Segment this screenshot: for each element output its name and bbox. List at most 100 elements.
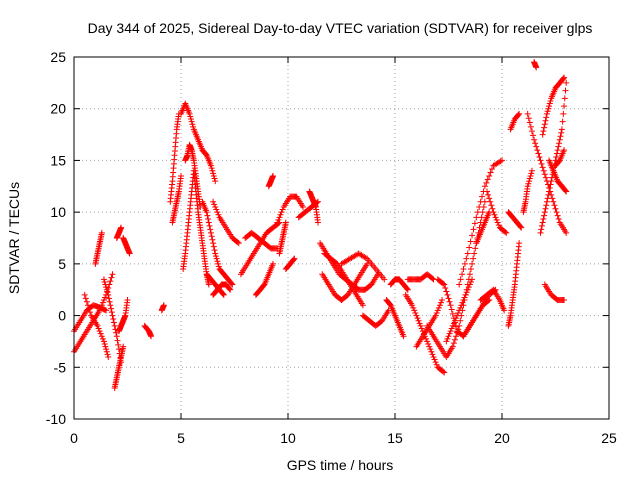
data-point-e6 (461, 294, 468, 301)
data-point-b3 (202, 151, 209, 158)
x-tick-labels: 0 5 10 15 20 25 (70, 430, 617, 446)
data-point-e1 (431, 356, 438, 363)
data-point-e1 (424, 338, 431, 345)
data-point-e6 (446, 330, 453, 337)
data-point-e7 (476, 203, 483, 210)
y-tick-label: 25 (50, 49, 66, 65)
data-point-b6 (212, 253, 219, 260)
data-point-a2 (99, 299, 106, 306)
data-point-b6 (215, 260, 222, 267)
data-point-b3 (187, 116, 194, 123)
data-point-a3 (101, 341, 108, 348)
data-point-b6 (212, 250, 219, 257)
data-point-a3 (98, 333, 105, 340)
grid-layer (74, 57, 609, 419)
data-point-f2 (485, 191, 492, 198)
data-point-f5 (517, 223, 524, 230)
y-tick-label: 0 (58, 308, 66, 324)
data-point-g2 (546, 188, 553, 195)
y-tick-label: 20 (50, 101, 66, 117)
data-point-f2 (502, 228, 509, 235)
data-point-f7 (528, 167, 535, 174)
data-point-a5 (105, 295, 112, 302)
data-point-b6 (203, 209, 210, 216)
data-point-g2 (556, 140, 563, 147)
data-point-f7 (528, 170, 535, 177)
data-point-e7 (456, 281, 463, 288)
data-point-e1 (429, 351, 436, 358)
data-point-b6 (210, 243, 217, 250)
data-point-g5 (561, 297, 568, 304)
data-point-a3 (83, 298, 90, 305)
data-point-a1 (103, 307, 110, 314)
data-point-a5 (105, 291, 112, 298)
data-point-d6 (404, 285, 411, 292)
data-point-e1 (441, 369, 448, 376)
data-point-g1 (538, 160, 545, 167)
data-point-g1 (551, 202, 558, 209)
data-point-f3 (501, 307, 508, 314)
data-point-g3 (540, 128, 547, 135)
data-point-f7 (524, 183, 531, 190)
data-point-g1 (531, 136, 538, 143)
data-point-b3 (188, 118, 195, 125)
data-point-a2 (102, 294, 109, 301)
x-tick-label: 20 (494, 430, 510, 446)
data-point-a3 (81, 291, 88, 298)
y-tick-labels: -10 -5 0 5 10 15 20 25 (46, 49, 66, 427)
data-point-c5 (278, 209, 285, 216)
data-point-e4 (471, 250, 478, 257)
data-point-a3 (104, 351, 111, 358)
data-point-g1 (526, 119, 533, 126)
data-point-e4 (449, 343, 456, 350)
data-point-b8 (234, 239, 241, 246)
data-point-d6 (404, 286, 411, 293)
data-point-e6 (463, 289, 470, 296)
data-point-f7 (526, 175, 533, 182)
data-point-a3 (105, 353, 112, 360)
data-point-a3 (94, 322, 101, 329)
data-point-e1 (416, 320, 423, 327)
data-point-g1 (528, 128, 535, 135)
data-point-e7 (477, 198, 484, 205)
y-tick-label: -5 (54, 359, 67, 375)
data-point-e7 (466, 244, 473, 251)
data-point-e6 (467, 278, 474, 285)
data-point-b6 (215, 263, 222, 270)
data-point-e6 (454, 312, 461, 319)
data-point-g1 (530, 132, 537, 139)
data-point-f2 (489, 205, 496, 212)
data-point-e1 (413, 312, 420, 319)
data-point-b6 (228, 280, 235, 287)
data-point-e3 (439, 297, 446, 304)
data-point-e1 (412, 309, 419, 316)
data-point-g1 (527, 123, 534, 130)
data-point-b6 (207, 229, 214, 236)
data-point-g3 (560, 75, 567, 82)
data-point-g7 (533, 64, 540, 71)
y-tick-label: 10 (50, 204, 66, 220)
data-point-e6 (449, 322, 456, 329)
data-point-g4 (563, 188, 570, 195)
data-point-g1 (540, 167, 547, 174)
data-point-g1 (537, 157, 544, 164)
data-point-b9 (220, 291, 227, 298)
data-point-e7 (463, 255, 470, 262)
data-point-e6 (460, 297, 467, 304)
data-point-g1 (525, 115, 532, 122)
data-point-g2 (538, 222, 545, 229)
data-point-e7 (457, 276, 464, 283)
data-point-b6 (207, 226, 214, 233)
data-point-e7 (467, 238, 474, 245)
data-point-e7 (481, 183, 488, 190)
data-point-e1 (414, 315, 421, 322)
data-point-f2 (487, 198, 494, 205)
data-point-f2 (490, 209, 497, 216)
ticks-layer (73, 56, 610, 420)
data-point-e6 (457, 304, 464, 311)
data-point-a5 (114, 337, 121, 344)
data-point-e4 (478, 214, 485, 221)
data-point-d7 (400, 333, 407, 340)
data-point-e3 (436, 302, 443, 309)
